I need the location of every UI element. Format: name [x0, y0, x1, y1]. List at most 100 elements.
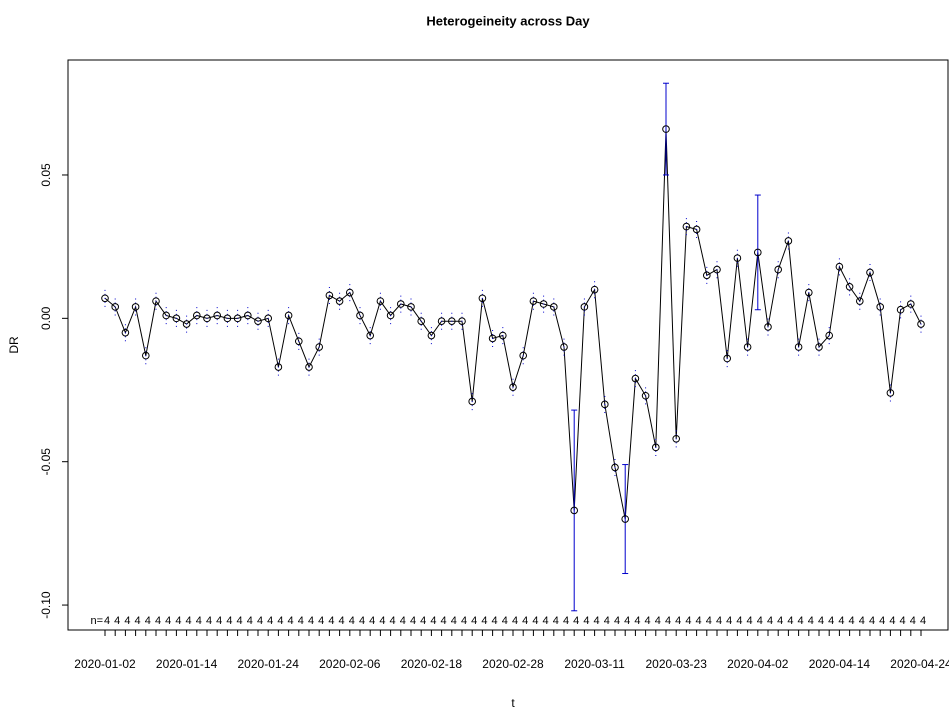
data-point	[539, 300, 548, 308]
n-label: 4	[675, 615, 681, 627]
data-point	[172, 314, 181, 323]
x-tick-label: 2020-02-18	[401, 657, 463, 671]
y-tick-label: 0.05	[39, 163, 53, 187]
n-label: 4	[849, 615, 855, 627]
data-point	[754, 248, 762, 257]
n-label: 4	[543, 615, 549, 627]
data-point	[509, 383, 517, 391]
x-tick-label: 2020-01-14	[156, 657, 218, 671]
n-label: 4	[502, 615, 508, 627]
data-point	[458, 317, 466, 326]
n-label: 4	[818, 615, 824, 627]
n-label: 4	[339, 615, 345, 627]
n-label: 4	[900, 615, 906, 627]
data-point	[682, 222, 691, 231]
data-point	[244, 311, 252, 320]
data-point	[601, 400, 609, 409]
n-label: 4	[471, 615, 477, 627]
data-point	[845, 282, 854, 291]
data-point	[499, 331, 507, 340]
data-point	[448, 317, 456, 326]
n-label: 4	[655, 615, 661, 627]
data-point	[631, 374, 640, 383]
n-label: 4	[757, 615, 763, 627]
data-point	[162, 311, 170, 320]
data-point	[274, 363, 283, 371]
n-label: 4	[614, 615, 620, 627]
data-point	[488, 334, 497, 343]
data-point	[468, 397, 477, 406]
n-label: 4	[277, 615, 283, 627]
x-tick-label: 2020-04-02	[727, 657, 789, 671]
data-point	[733, 254, 742, 262]
data-point	[550, 303, 558, 311]
data-point	[182, 320, 191, 328]
data-point	[590, 285, 599, 294]
data-point	[335, 297, 344, 305]
data-point	[917, 320, 925, 328]
n-label: 4	[920, 615, 926, 627]
n-label: 4	[767, 615, 773, 627]
data-point	[611, 463, 619, 472]
n-label: 4	[553, 615, 559, 627]
n-label: 4	[461, 615, 467, 627]
n-label: 4	[634, 615, 640, 627]
data-point	[856, 297, 864, 305]
data-point	[896, 305, 905, 314]
n-label: 4	[410, 615, 416, 627]
n-label: 4	[838, 615, 844, 627]
n-label: 4	[318, 615, 324, 627]
data-point	[764, 323, 772, 331]
data-point	[478, 294, 487, 303]
n-label: 4	[308, 615, 314, 627]
data-point	[346, 288, 354, 297]
data-point	[815, 343, 823, 351]
n-label: 4	[492, 615, 498, 627]
data-point	[305, 363, 313, 371]
n-label: 4	[420, 615, 426, 627]
x-axis-label: t	[511, 696, 515, 710]
data-point	[437, 317, 446, 326]
n-label: 4	[165, 615, 171, 627]
n-label: 4	[237, 615, 243, 627]
data-point	[794, 343, 803, 351]
data-point	[356, 311, 364, 320]
data-point	[386, 311, 395, 320]
n-label: 4	[288, 615, 294, 627]
n-label: 4	[104, 615, 110, 627]
data-point	[233, 314, 242, 323]
data-point	[570, 506, 579, 515]
x-tick-label: 2020-04-14	[809, 657, 871, 671]
data-point	[223, 314, 232, 323]
n-label: 4	[828, 615, 834, 627]
n-prefix: n=	[90, 615, 103, 627]
data-point	[703, 271, 711, 280]
n-label: 4	[604, 615, 610, 627]
n-label: 4	[716, 615, 722, 627]
data-point	[743, 343, 752, 351]
n-label: 4	[135, 615, 141, 627]
data-point	[193, 311, 201, 320]
n-label: 4	[879, 615, 885, 627]
data-point	[641, 391, 650, 400]
n-label: 4	[910, 615, 916, 627]
chart-title: Heterogeineity across Day	[426, 13, 590, 28]
n-label: 4	[186, 615, 192, 627]
n-label: 4	[175, 615, 181, 627]
x-tick-label: 2020-01-02	[74, 657, 136, 671]
data-point	[407, 303, 415, 311]
data-line	[104, 129, 922, 520]
data-point	[111, 303, 119, 311]
n-label: 4	[563, 615, 569, 627]
data-point	[131, 303, 140, 311]
y-tick-label: 0.00	[39, 306, 53, 330]
n-label: 4	[532, 615, 538, 627]
n-label: 4	[665, 615, 671, 627]
data-point	[825, 331, 834, 340]
n-label: 4	[145, 615, 151, 627]
n-label: 4	[114, 615, 120, 627]
n-label: 4	[645, 615, 651, 627]
n-label: 4	[328, 615, 334, 627]
data-point	[213, 311, 221, 320]
n-label: 4	[390, 615, 396, 627]
